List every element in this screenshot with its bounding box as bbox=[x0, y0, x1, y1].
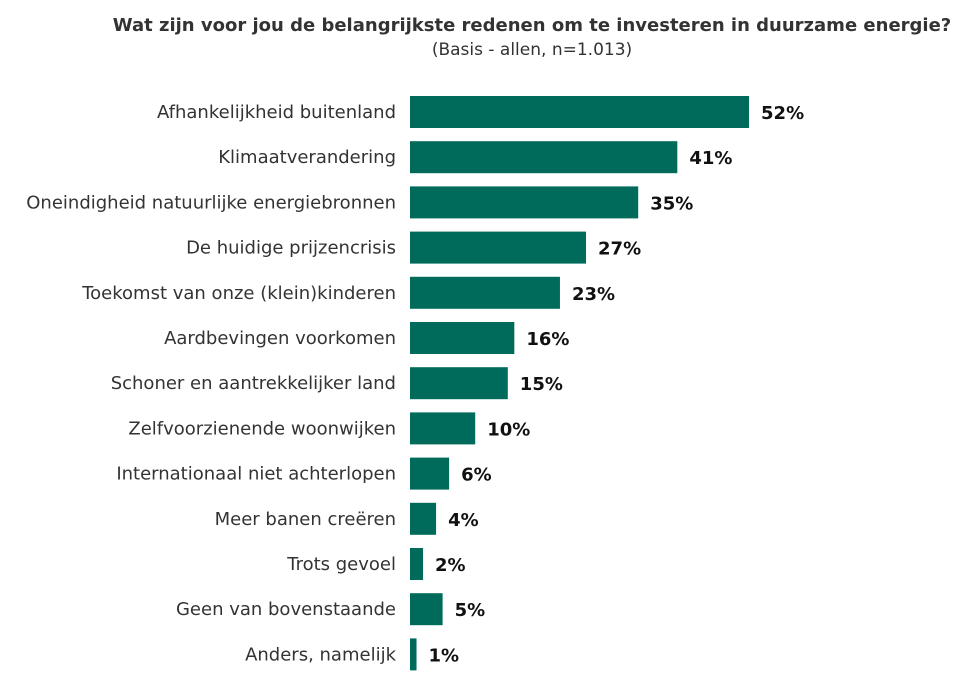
category-label: Klimaatverandering bbox=[218, 147, 396, 168]
value-label: 2% bbox=[435, 555, 466, 576]
bar-10 bbox=[410, 502, 437, 535]
category-label: Meer banen creëren bbox=[215, 509, 396, 530]
labels-layer: Afhankelijkheid buitenland 52% Klimaatvera… bbox=[26, 102, 804, 666]
value-label: 52% bbox=[761, 103, 804, 124]
category-label: Trots gevoel bbox=[286, 554, 396, 575]
bar-5 bbox=[410, 276, 560, 309]
value-label: 23% bbox=[572, 284, 615, 305]
value-label: 27% bbox=[598, 239, 641, 260]
value-label: 16% bbox=[526, 329, 569, 350]
value-label: 15% bbox=[520, 374, 563, 395]
value-label: 10% bbox=[487, 419, 530, 440]
value-label: 4% bbox=[448, 510, 479, 531]
category-label: Anders, namelijk bbox=[245, 644, 396, 665]
chart-title: Wat zijn voor jou de belangrijkste reden… bbox=[112, 15, 952, 36]
value-label: 5% bbox=[455, 600, 486, 621]
bars-layer bbox=[410, 96, 750, 671]
bar-1 bbox=[410, 96, 750, 128]
value-label: 1% bbox=[429, 645, 460, 666]
bar-7 bbox=[410, 367, 508, 400]
category-label: Toekomst van onze (klein)kinderen bbox=[81, 283, 396, 304]
bar-8 bbox=[410, 412, 476, 445]
category-label: Internationaal niet achterlopen bbox=[116, 464, 396, 485]
value-label: 6% bbox=[461, 465, 492, 486]
category-label: Aardbevingen voorkomen bbox=[164, 328, 396, 349]
bar-13 bbox=[410, 638, 417, 671]
chart-subtitle: (Basis - allen, n=1.013) bbox=[431, 40, 633, 60]
category-label: De huidige prijzencrisis bbox=[186, 238, 396, 259]
category-label: Schoner en aantrekkelijker land bbox=[111, 373, 396, 394]
value-label: 41% bbox=[689, 148, 732, 169]
bar-6 bbox=[410, 322, 515, 354]
bar-11 bbox=[410, 548, 424, 580]
category-label: Afhankelijkheid buitenland bbox=[157, 102, 396, 123]
bar-2 bbox=[410, 141, 678, 174]
bar-12 bbox=[410, 593, 443, 626]
bar-3 bbox=[410, 186, 639, 219]
category-label: Geen van bovenstaande bbox=[176, 599, 396, 620]
category-label: Oneindigheid natuurlijke energiebronnen bbox=[26, 192, 396, 213]
category-label: Zelfvoorzienende woonwijken bbox=[128, 418, 396, 439]
bar-9 bbox=[410, 457, 450, 490]
value-label: 35% bbox=[650, 193, 693, 214]
bar-4 bbox=[410, 231, 587, 264]
